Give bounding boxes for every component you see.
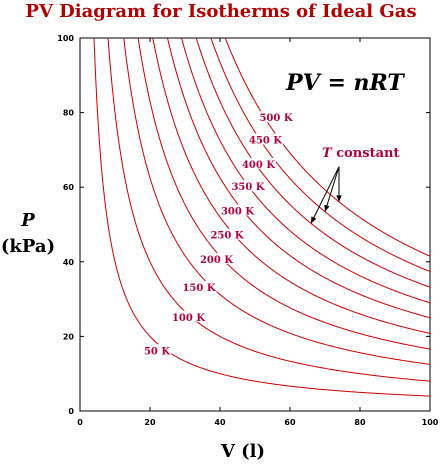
isotherm-label: 200 K (200, 255, 233, 266)
y-tick-label: 20 (63, 332, 75, 341)
isotherm-label-bg (142, 344, 172, 356)
isotherm-label: 300 K (221, 206, 254, 217)
isotherm-label-bg (258, 111, 294, 123)
t-symbol: T (322, 146, 333, 161)
isotherm-label-bg (230, 180, 266, 192)
x-axis-label: V (l) (220, 441, 265, 462)
isotherm-label: 350 K (231, 182, 264, 193)
isotherm-line (152, 38, 430, 334)
isotherm-label: 100 K (172, 313, 205, 324)
annotation-arrow-line (310, 166, 340, 224)
y-tick-label: 60 (63, 183, 75, 192)
isotherm-label-bg (209, 228, 245, 240)
annotation-arrow-head (336, 195, 342, 202)
isotherm-label: 450 K (249, 136, 282, 147)
isotherm-label-bg (248, 133, 283, 145)
axis-ticks: 0 20 40 60 80 100 0 20 40 60 80 100 (57, 34, 438, 427)
ideal-gas-equation: PV = nRT (285, 70, 405, 96)
y-tick-label: 80 (63, 109, 75, 118)
isotherm-line (123, 38, 430, 365)
annotation-arrow-head (324, 204, 330, 212)
annotation-arrows (310, 166, 342, 224)
isotherm-line (195, 38, 430, 288)
isotherm-curves (93, 38, 430, 397)
x-tick-label: 100 (422, 418, 439, 427)
t-constant-text: constant (332, 146, 400, 161)
isotherm-label-bg (220, 204, 255, 216)
isotherm-line (210, 38, 430, 272)
isotherm-label: 500 K (259, 113, 292, 124)
isotherm-label: 50 K (144, 346, 170, 357)
x-tick-label: 0 (77, 418, 83, 427)
annotation-arrow-head (311, 216, 317, 224)
isotherm-label-bg (171, 310, 206, 322)
isotherm-line (167, 38, 430, 319)
y-axis-symbol: P (20, 210, 35, 231)
isotherm-line (224, 38, 430, 257)
isotherm-label-bg (181, 280, 217, 292)
plot-frame (79, 37, 431, 412)
x-tick-label: 20 (144, 418, 156, 427)
x-tick-label: 80 (354, 418, 366, 427)
chart-title: PV Diagram for Isotherms of Ideal Gas (25, 1, 416, 22)
isotherm-line (93, 38, 430, 397)
isotherm-label: 400 K (242, 160, 275, 171)
isotherm-line (107, 38, 430, 382)
isotherm-label-bg (241, 157, 276, 169)
y-tick-label: 0 (68, 407, 74, 416)
x-tick-label: 60 (284, 418, 296, 427)
isotherm-line (137, 38, 430, 350)
isotherm-label: 150 K (182, 283, 215, 294)
t-constant-annotation: T constant (322, 146, 399, 161)
isotherm-label: 250 K (210, 231, 243, 242)
y-tick-label: 40 (63, 258, 75, 267)
isotherm-line (181, 38, 430, 304)
x-tick-label: 40 (214, 418, 226, 427)
y-axis-unit: (kPa) (1, 236, 55, 257)
isotherm-labels: 50 K 100 K 150 K 200 K 250 K 300 K 350 K 400 K 4… (142, 111, 294, 357)
isotherm-label-bg (199, 252, 234, 264)
y-tick-label: 100 (57, 34, 74, 43)
annotation-arrow-line (324, 166, 340, 212)
